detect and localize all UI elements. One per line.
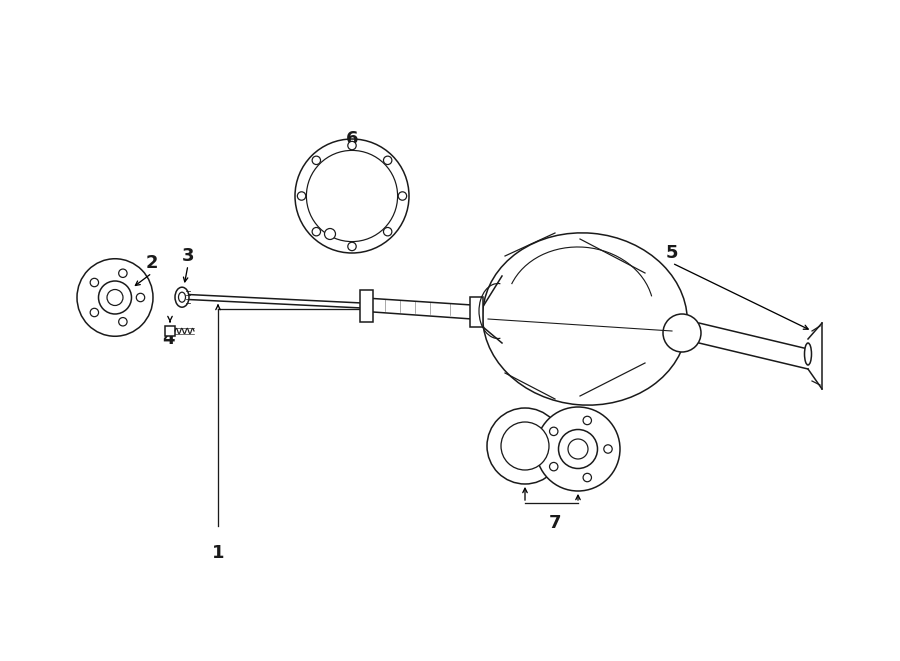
Text: 1: 1 xyxy=(212,544,224,562)
Circle shape xyxy=(604,445,612,453)
Circle shape xyxy=(119,317,127,326)
Circle shape xyxy=(325,229,336,239)
Text: 2: 2 xyxy=(146,254,158,272)
Bar xyxy=(470,297,483,327)
Circle shape xyxy=(583,416,591,424)
Text: 5: 5 xyxy=(666,244,679,262)
Circle shape xyxy=(663,314,701,352)
Ellipse shape xyxy=(482,233,688,405)
Circle shape xyxy=(550,427,558,436)
Circle shape xyxy=(568,439,588,459)
Circle shape xyxy=(550,463,558,471)
Circle shape xyxy=(583,473,591,482)
Circle shape xyxy=(398,192,407,200)
Circle shape xyxy=(90,278,99,287)
Circle shape xyxy=(383,227,392,236)
Circle shape xyxy=(383,156,392,165)
Text: 6: 6 xyxy=(346,130,358,148)
Circle shape xyxy=(297,192,306,200)
Bar xyxy=(360,290,373,321)
Circle shape xyxy=(90,308,99,317)
Ellipse shape xyxy=(175,287,189,307)
Circle shape xyxy=(312,156,320,165)
Text: 4: 4 xyxy=(162,330,175,348)
Circle shape xyxy=(559,430,598,469)
Circle shape xyxy=(347,141,356,150)
Circle shape xyxy=(119,269,127,278)
Circle shape xyxy=(501,422,549,470)
Ellipse shape xyxy=(77,258,153,336)
Ellipse shape xyxy=(178,292,185,302)
Circle shape xyxy=(312,227,320,236)
Circle shape xyxy=(98,281,131,314)
Text: 7: 7 xyxy=(549,514,562,532)
Circle shape xyxy=(136,293,145,301)
Ellipse shape xyxy=(805,343,812,365)
Bar xyxy=(165,326,175,336)
Circle shape xyxy=(487,408,563,484)
Circle shape xyxy=(347,242,356,251)
Circle shape xyxy=(306,151,398,242)
Ellipse shape xyxy=(536,407,620,491)
Circle shape xyxy=(107,290,123,305)
Circle shape xyxy=(295,139,409,253)
Text: 3: 3 xyxy=(182,247,194,265)
